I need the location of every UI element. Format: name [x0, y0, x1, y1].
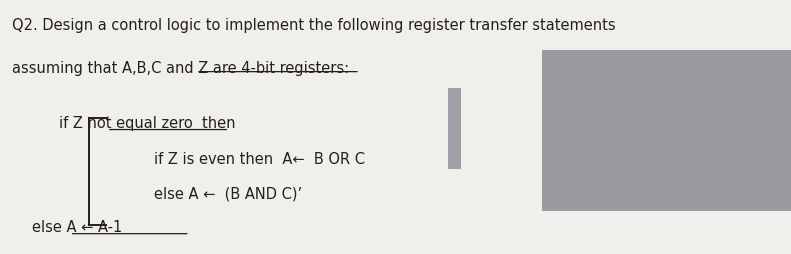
Text: if Z not equal zero  then: if Z not equal zero then	[59, 116, 236, 131]
Bar	[448, 88, 461, 169]
Text: else A ←  (B AND C)’: else A ← (B AND C)’	[154, 187, 302, 202]
Text: if Z is even then  A←  B OR C: if Z is even then A← B OR C	[154, 152, 365, 167]
Text: else A ← A-1: else A ← A-1	[32, 220, 122, 235]
Text: Q2. Design a control logic to implement the following register transfer statemen: Q2. Design a control logic to implement …	[12, 18, 615, 33]
Bar	[542, 50, 791, 211]
Text: assuming that A,B,C and Z are 4-bit registers:: assuming that A,B,C and Z are 4-bit regi…	[12, 61, 349, 76]
